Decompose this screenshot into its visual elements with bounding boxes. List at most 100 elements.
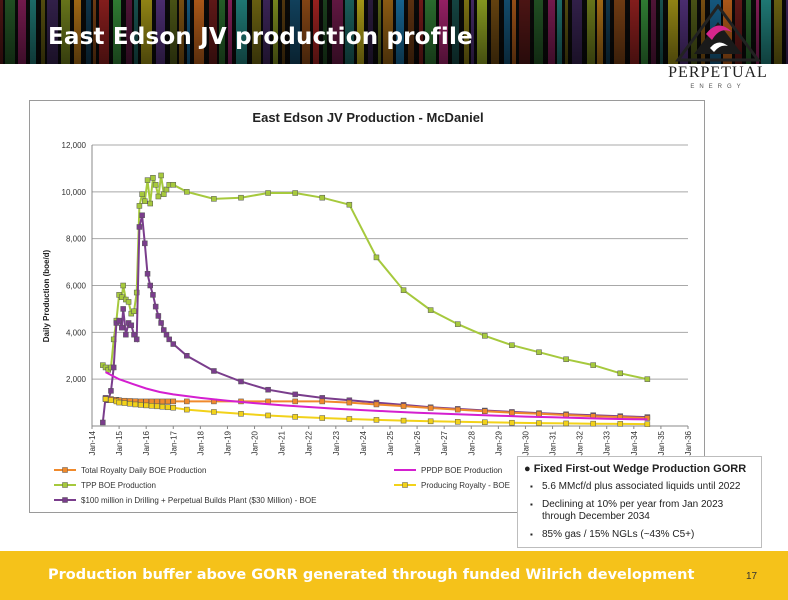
data-point xyxy=(509,419,515,426)
data-point xyxy=(159,404,166,410)
x-tick-label: Jan-33 xyxy=(603,430,612,455)
data-point xyxy=(147,282,153,289)
data-point xyxy=(509,342,515,348)
data-point xyxy=(161,191,167,197)
data-point xyxy=(102,396,109,402)
info-bullet: 5.6 MMcf/d plus associated liquids until… xyxy=(524,481,757,493)
data-point xyxy=(120,282,126,289)
x-tick-label: Jan-23 xyxy=(332,430,341,455)
data-point xyxy=(136,203,143,209)
legend-label: Total Royalty Daily BOE Production xyxy=(81,466,206,475)
x-tick-label: Jan-34 xyxy=(630,430,639,455)
legend-swatch-marker xyxy=(62,482,68,488)
data-point xyxy=(482,408,488,414)
data-point xyxy=(617,370,624,377)
data-point xyxy=(184,353,190,359)
data-point xyxy=(159,398,166,405)
y-tick-label: 2,000 xyxy=(66,375,87,384)
x-tick-label: Jan-28 xyxy=(467,430,476,455)
data-point xyxy=(158,320,164,326)
data-point xyxy=(147,200,153,207)
data-point xyxy=(563,356,569,363)
data-point xyxy=(482,419,488,426)
data-point xyxy=(346,201,353,208)
color-stripes-background xyxy=(0,0,788,64)
data-point xyxy=(346,399,353,406)
info-bullet: 85% gas / 15% NGLs (~43% C5+) xyxy=(524,529,757,541)
x-tick-label: Jan-27 xyxy=(440,430,449,455)
data-point xyxy=(152,303,159,310)
data-point xyxy=(100,419,106,426)
data-point xyxy=(482,333,488,339)
legend-label: TPP BOE Production xyxy=(81,481,156,490)
y-tick-label: 6,000 xyxy=(66,282,87,291)
data-point xyxy=(163,186,170,193)
data-point xyxy=(238,194,244,201)
data-point xyxy=(238,378,244,385)
data-point xyxy=(125,299,132,305)
data-point xyxy=(292,414,298,420)
data-point xyxy=(165,398,171,405)
gorr-info-box: ● Fixed First-out Wedge Production GORR … xyxy=(517,456,762,548)
data-point xyxy=(292,391,298,398)
x-tick-label: Jan-18 xyxy=(196,430,205,455)
x-tick-label: Jan-31 xyxy=(549,430,558,455)
data-point xyxy=(427,307,434,313)
data-point xyxy=(454,419,461,425)
y-tick-label: 10,000 xyxy=(62,188,87,197)
data-point xyxy=(136,224,143,230)
legend-swatch-marker xyxy=(62,467,68,473)
data-point xyxy=(536,411,542,417)
data-point xyxy=(211,196,217,202)
x-tick-label: Jan-16 xyxy=(142,430,151,455)
x-tick-label: Jan-22 xyxy=(305,430,314,455)
company-logo: PERPETUAL ENERGY xyxy=(658,3,778,94)
data-point xyxy=(454,406,461,413)
data-point xyxy=(346,416,353,422)
data-point xyxy=(155,313,162,319)
data-point xyxy=(127,401,133,407)
data-point xyxy=(184,189,190,195)
legend-swatch-marker xyxy=(62,497,68,503)
legend-label: $100 million in Drilling + Perpetual Bui… xyxy=(81,496,316,505)
data-point xyxy=(265,386,271,393)
data-point xyxy=(132,401,139,408)
data-point xyxy=(119,324,125,331)
data-point xyxy=(152,182,159,188)
x-tick-label: Jan-21 xyxy=(278,430,287,455)
legend-label: Producing Royalty - BOE xyxy=(421,481,510,490)
data-point xyxy=(617,421,624,427)
data-point xyxy=(128,322,135,329)
legend-label: PPDP BOE Production xyxy=(421,466,502,475)
data-point xyxy=(536,420,542,426)
data-point xyxy=(184,406,190,413)
data-point xyxy=(166,336,172,343)
info-title-text: Fixed First-out Wedge Production GORR xyxy=(533,463,747,475)
data-point xyxy=(143,402,149,409)
data-point xyxy=(170,182,177,188)
data-point xyxy=(170,398,177,405)
series-line xyxy=(101,215,648,423)
data-point xyxy=(400,403,407,409)
y-axis-label: Daily Production (boe/d) xyxy=(42,249,51,342)
y-tick-label: 12,000 xyxy=(62,141,87,150)
data-point xyxy=(509,409,515,416)
x-tick-label: Jan-26 xyxy=(413,430,422,455)
footer-message: Production buffer above GORR generated t… xyxy=(48,567,695,583)
data-point xyxy=(211,409,217,415)
logo-triangle-icon xyxy=(675,3,761,62)
data-point xyxy=(158,172,164,179)
data-point xyxy=(211,368,217,374)
data-point xyxy=(373,254,380,261)
y-tick-label: 4,000 xyxy=(66,328,87,337)
data-point xyxy=(131,308,137,315)
production-chart: East Edson JV Production - McDaniel Dail… xyxy=(42,110,693,505)
data-point xyxy=(400,417,407,424)
x-tick-label: Jan-30 xyxy=(521,430,530,455)
chart-frame: East Edson JV Production - McDaniel Dail… xyxy=(29,100,705,513)
data-point xyxy=(154,398,160,405)
y-tick-label: 8,000 xyxy=(66,235,87,244)
x-tick-label: Jan-36 xyxy=(684,430,693,455)
data-point xyxy=(165,404,171,411)
x-tick-label: Jan-20 xyxy=(251,430,260,455)
